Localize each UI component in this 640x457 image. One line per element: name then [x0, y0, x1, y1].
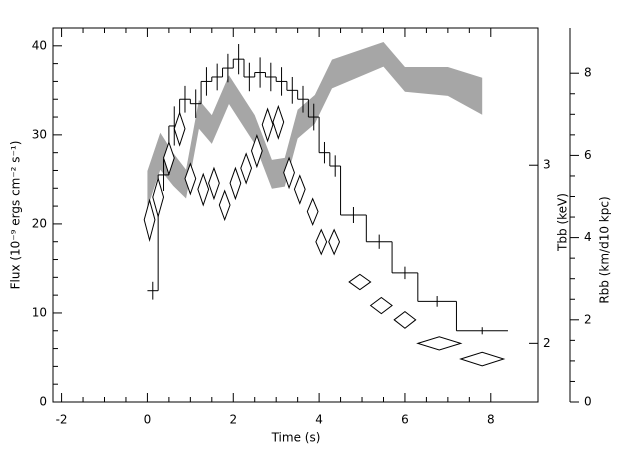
x-tick-label: 4 [315, 413, 323, 427]
y-tick-label: 20 [32, 216, 47, 230]
temperature-diamond [229, 166, 242, 201]
x-tick-label: -2 [56, 413, 68, 427]
temperature-diamond [152, 176, 165, 219]
y3-tick-label: 4 [584, 230, 592, 244]
x-tick-label: 2 [229, 413, 237, 427]
y-tick-label: 30 [32, 127, 47, 141]
temperature-diamond [218, 189, 231, 222]
temperature-diamond [328, 228, 341, 256]
temperature-diamond [240, 152, 253, 185]
y-tick-label: 40 [32, 38, 47, 52]
y-tick-label: 0 [39, 395, 47, 409]
y3-axis-label: Rbb (km/d10 kpc) [598, 196, 612, 303]
temperature-diamond [184, 162, 197, 196]
y3-tick-label: 0 [584, 395, 592, 409]
x-tick-label: 0 [144, 413, 152, 427]
temperature-diamond [459, 351, 506, 367]
x-tick-label: 6 [401, 413, 409, 427]
temperature-diamond [261, 107, 274, 143]
temperature-diamond [197, 172, 210, 207]
y2-tick-label: 3 [543, 158, 551, 172]
temperature-diamond [283, 156, 295, 190]
radius-band [147, 41, 483, 209]
temperature-diamond [393, 310, 417, 329]
x-axis-label: Time (s) [271, 431, 321, 445]
temperature-diamond [315, 228, 328, 256]
x-tick-label: 8 [487, 413, 495, 427]
temperature-diamond [416, 336, 463, 351]
temperature-diamond [369, 296, 393, 315]
y3-tick-label: 6 [584, 148, 592, 162]
temperature-diamond [293, 174, 306, 205]
y3-tick-label: 2 [584, 312, 592, 326]
plot-frame [52, 27, 539, 403]
temperature-diamond [272, 104, 285, 140]
temperature-diamond [250, 133, 263, 169]
temperature-diamond [143, 198, 156, 243]
temperature-diamond [173, 111, 186, 147]
temperature-diamond [306, 197, 319, 227]
y-tick-label: 10 [32, 305, 47, 319]
temperature-diamond [208, 166, 220, 201]
y2-axis-label: Tbb (keV) [556, 193, 570, 252]
y-axis-label: Flux (10⁻⁹ ergs cm⁻² s⁻¹) [9, 141, 23, 290]
y3-tick-label: 8 [584, 66, 592, 80]
y2-tick-label: 2 [543, 336, 551, 350]
temperature-diamond [162, 140, 175, 176]
temperature-diamond [348, 273, 372, 291]
